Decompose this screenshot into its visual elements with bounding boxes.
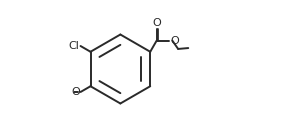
Text: O: O bbox=[71, 87, 80, 97]
Text: O: O bbox=[170, 36, 179, 46]
Text: Cl: Cl bbox=[69, 41, 80, 51]
Text: O: O bbox=[152, 18, 161, 27]
